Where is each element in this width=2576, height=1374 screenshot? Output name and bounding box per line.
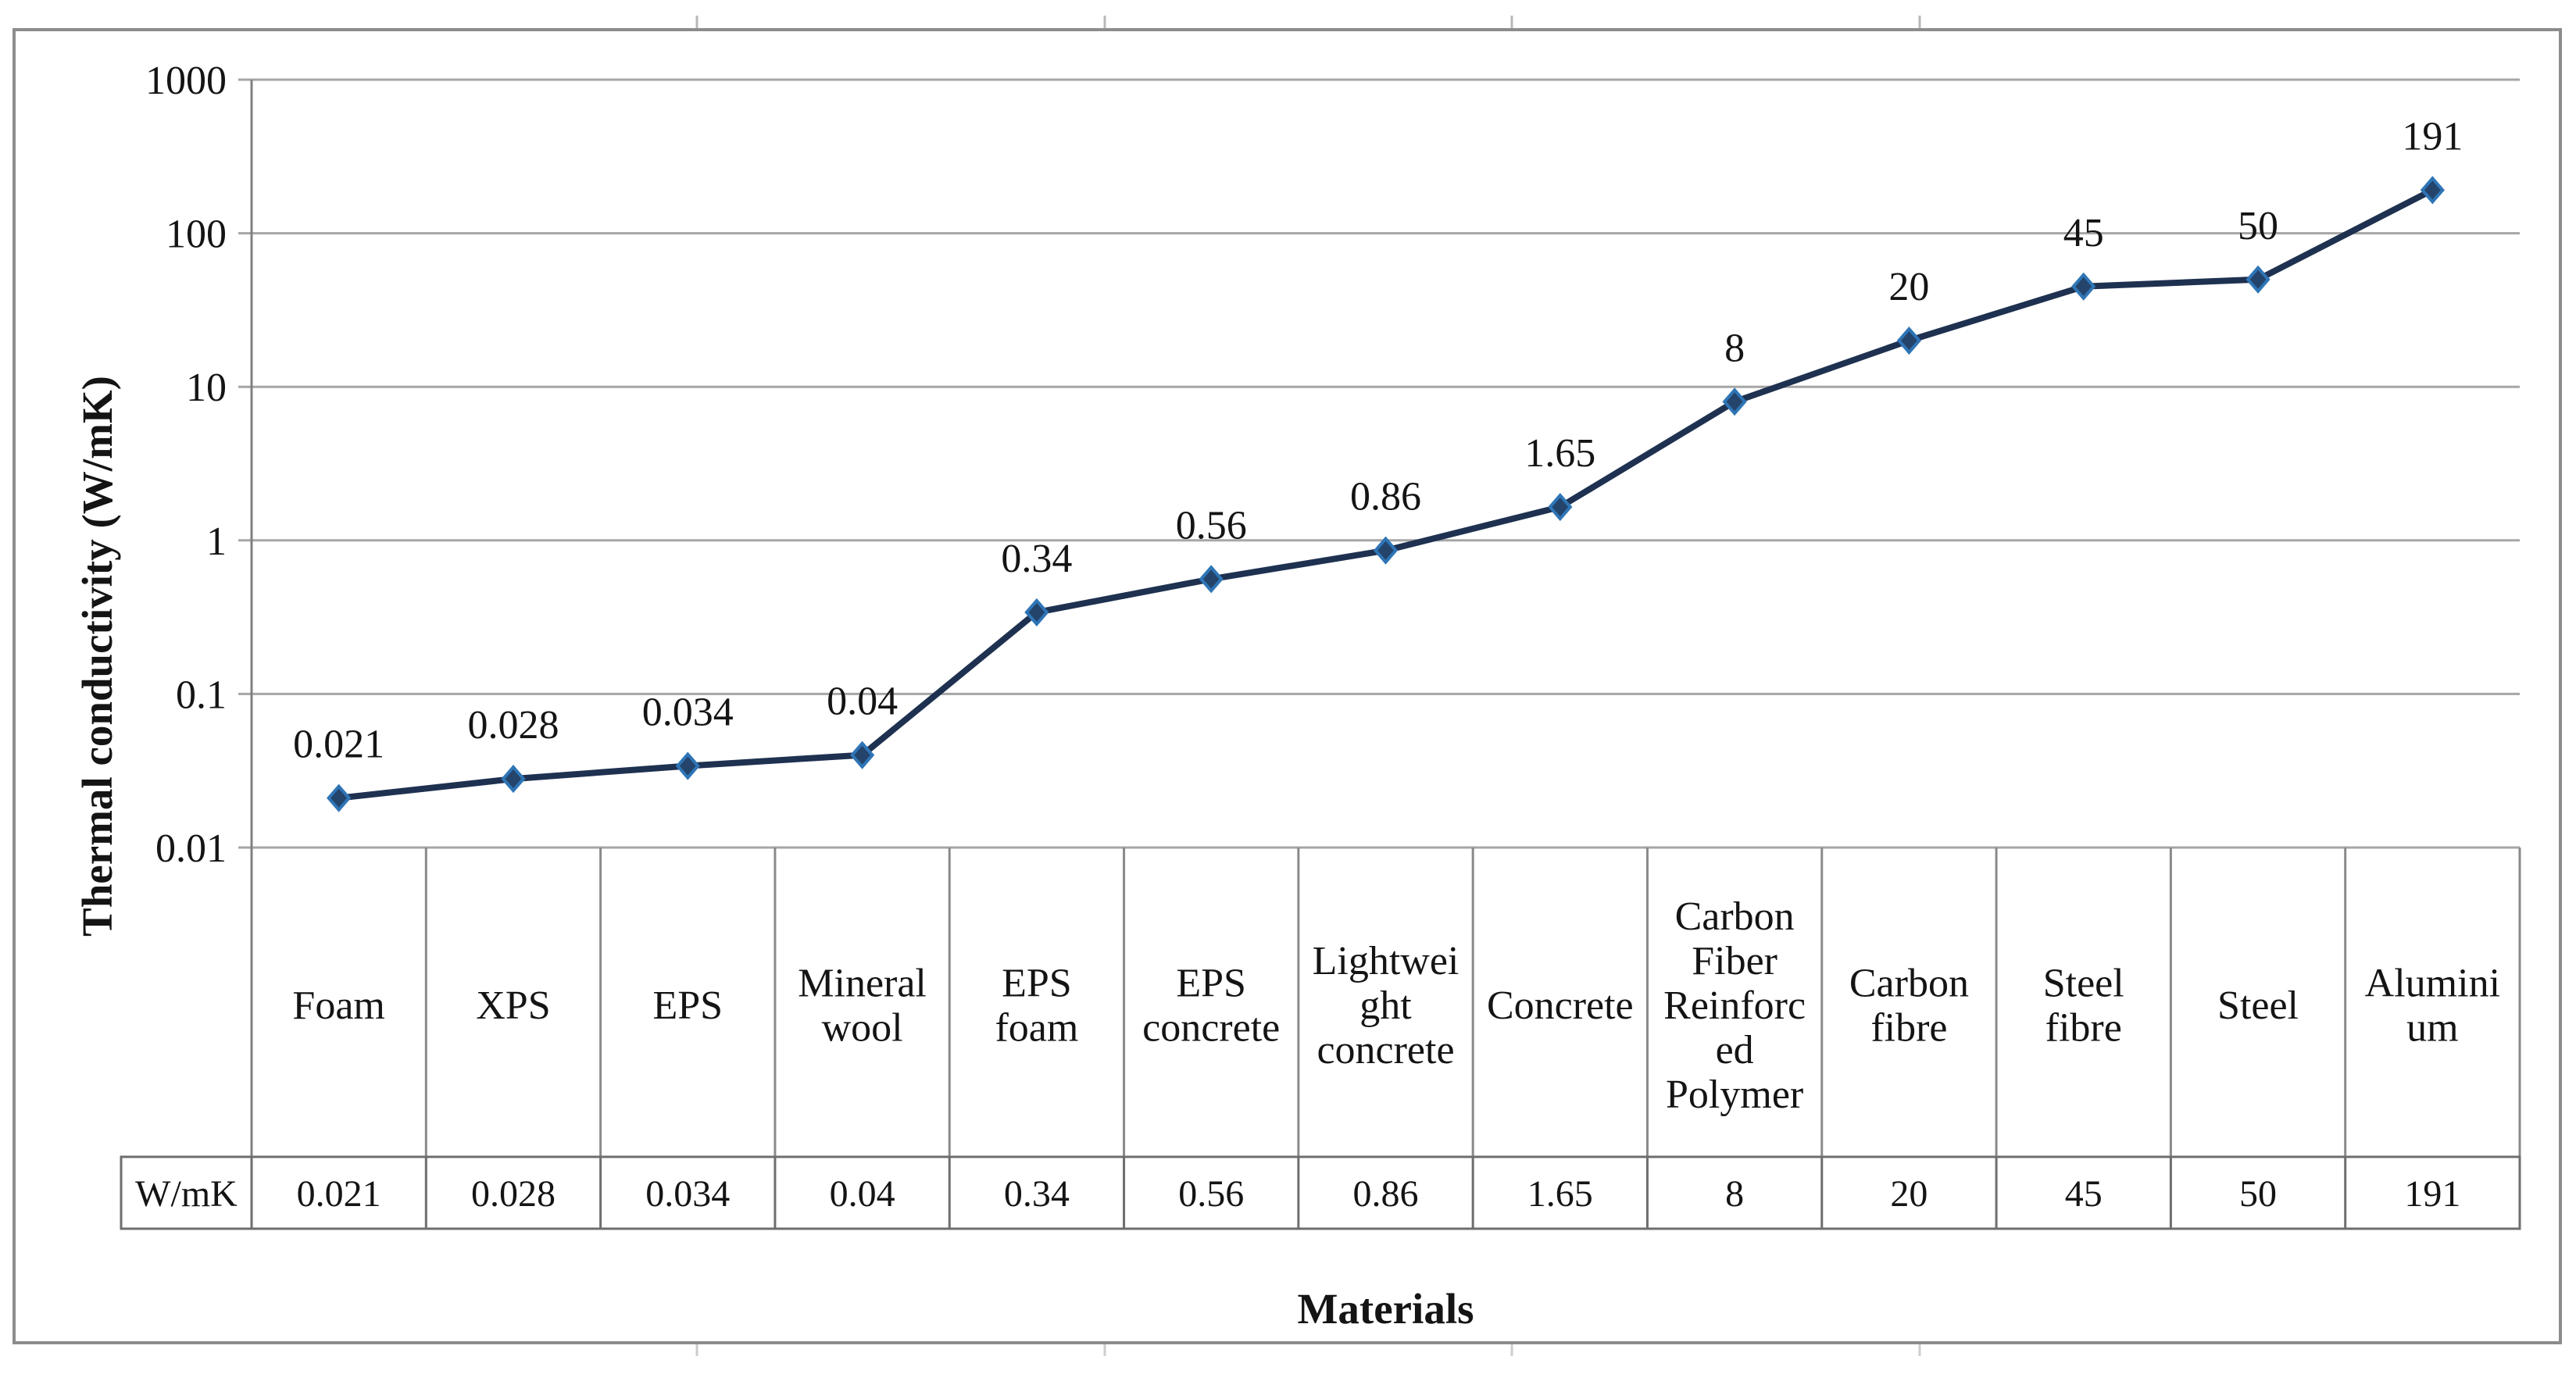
category-label: XPS bbox=[476, 983, 550, 1028]
category-label-line: Lightwei bbox=[1313, 939, 1459, 983]
value-cell: 8 bbox=[1725, 1173, 1744, 1215]
category-label-line: fibre bbox=[1870, 1006, 1947, 1051]
data-point-label: 0.034 bbox=[642, 691, 734, 735]
category-label-line: EPS bbox=[1002, 962, 1072, 1006]
data-point-marker bbox=[501, 765, 526, 794]
data-point-marker bbox=[1548, 492, 1573, 522]
category-label: EPS concrete bbox=[1142, 962, 1280, 1051]
category-label-line: Alumini bbox=[2365, 962, 2500, 1006]
category-label-line: Steel bbox=[2217, 983, 2299, 1028]
category-label-line: EPS bbox=[1176, 962, 1246, 1006]
data-point-label: 0.04 bbox=[827, 680, 898, 724]
value-cell: 0.034 bbox=[645, 1173, 730, 1215]
category-label-line: concrete bbox=[1142, 1006, 1280, 1051]
data-point-label: 1.65 bbox=[1524, 431, 1595, 476]
category-label: Carbon Fiber Reinforc ed Polymer bbox=[1663, 894, 1806, 1117]
category-label: Alumini um bbox=[2365, 962, 2500, 1051]
category-label-line: Mineral bbox=[798, 962, 927, 1006]
data-point-marker bbox=[1024, 598, 1049, 626]
data-point-label: 8 bbox=[1724, 326, 1745, 370]
category-label: Lightwei ght concrete bbox=[1313, 939, 1459, 1072]
data-point-marker bbox=[849, 741, 875, 769]
category-label-line: Reinforc bbox=[1663, 983, 1806, 1028]
value-cell: 0.028 bbox=[471, 1173, 556, 1215]
figure-border bbox=[13, 28, 2562, 1344]
category-label: Mineral wool bbox=[798, 962, 927, 1051]
data-point-label: 50 bbox=[2238, 204, 2278, 248]
y-tick-label: 1000 bbox=[145, 59, 227, 103]
y-axis-title: Thermal conductivity (W/mK) bbox=[73, 376, 121, 937]
data-point-marker bbox=[1722, 387, 1747, 416]
data-point-label: 0.028 bbox=[467, 703, 559, 748]
category-label-line: Fiber bbox=[1692, 939, 1777, 983]
data-point-marker bbox=[1896, 326, 1922, 355]
value-cell: 1.65 bbox=[1527, 1173, 1593, 1215]
category-label: Steel bbox=[2217, 983, 2299, 1028]
data-point-marker bbox=[2420, 176, 2445, 205]
y-tick-label: 0.01 bbox=[155, 826, 227, 871]
y-tick-label: 100 bbox=[166, 212, 227, 257]
value-row-box bbox=[120, 1155, 2521, 1230]
category-label-line: um bbox=[2406, 1006, 2458, 1051]
category-label: Steel fibre bbox=[2043, 962, 2124, 1051]
category-label-line: Carbon bbox=[1849, 962, 1969, 1006]
category-label: Carbon fibre bbox=[1849, 962, 1969, 1051]
category-label-line: ed bbox=[1716, 1028, 1754, 1072]
value-cell: 0.34 bbox=[1004, 1173, 1070, 1215]
category-label-line: Polymer bbox=[1666, 1072, 1803, 1117]
value-cell: 0.56 bbox=[1178, 1173, 1244, 1215]
data-point-label: 45 bbox=[2063, 211, 2104, 255]
data-point-label: 0.56 bbox=[1176, 503, 1247, 548]
data-point-marker bbox=[2246, 265, 2271, 294]
data-point-marker bbox=[1199, 565, 1224, 594]
category-label-line: EPS bbox=[652, 983, 723, 1028]
data-point-label: 191 bbox=[2402, 114, 2463, 159]
y-tick-label: 0.1 bbox=[176, 673, 227, 717]
category-label: Foam bbox=[292, 983, 384, 1028]
value-cell: 191 bbox=[2404, 1173, 2460, 1215]
category-label-line: Foam bbox=[292, 983, 384, 1028]
category-label: EPS foam bbox=[995, 962, 1078, 1051]
category-label-line: foam bbox=[995, 1006, 1078, 1051]
category-label: Concrete bbox=[1487, 983, 1634, 1028]
value-cell: 0.86 bbox=[1353, 1173, 1419, 1215]
value-cell: 0.04 bbox=[830, 1173, 895, 1215]
category-label-line: ght bbox=[1359, 983, 1412, 1028]
data-point-marker bbox=[1373, 536, 1399, 565]
category-label-line: Carbon bbox=[1675, 894, 1795, 939]
category-label-line: concrete bbox=[1317, 1028, 1454, 1072]
data-point-label: 20 bbox=[1888, 265, 1929, 309]
x-axis-title: Materials bbox=[1297, 1285, 1474, 1333]
y-tick-label: 1 bbox=[206, 519, 227, 564]
y-tick-label: 10 bbox=[186, 366, 227, 410]
data-point-marker bbox=[675, 751, 700, 780]
data-point-label: 0.34 bbox=[1001, 537, 1072, 581]
data-point-label: 0.86 bbox=[1350, 475, 1421, 519]
data-point-label: 0.021 bbox=[293, 723, 384, 767]
row-header-cell: W/mK bbox=[135, 1173, 238, 1215]
category-label-line: wool bbox=[822, 1006, 903, 1051]
data-point-marker bbox=[2071, 272, 2096, 301]
category-label-line: Concrete bbox=[1487, 983, 1634, 1028]
value-cell: 50 bbox=[2239, 1173, 2277, 1215]
category-label-line: XPS bbox=[476, 983, 550, 1028]
value-cell: 20 bbox=[1890, 1173, 1928, 1215]
value-cell: 0.021 bbox=[297, 1173, 381, 1215]
data-point-marker bbox=[327, 783, 352, 812]
category-label-line: fibre bbox=[2045, 1006, 2122, 1051]
category-label-line: Steel bbox=[2043, 962, 2124, 1006]
category-label: EPS bbox=[652, 983, 723, 1028]
value-cell: 45 bbox=[2065, 1173, 2103, 1215]
